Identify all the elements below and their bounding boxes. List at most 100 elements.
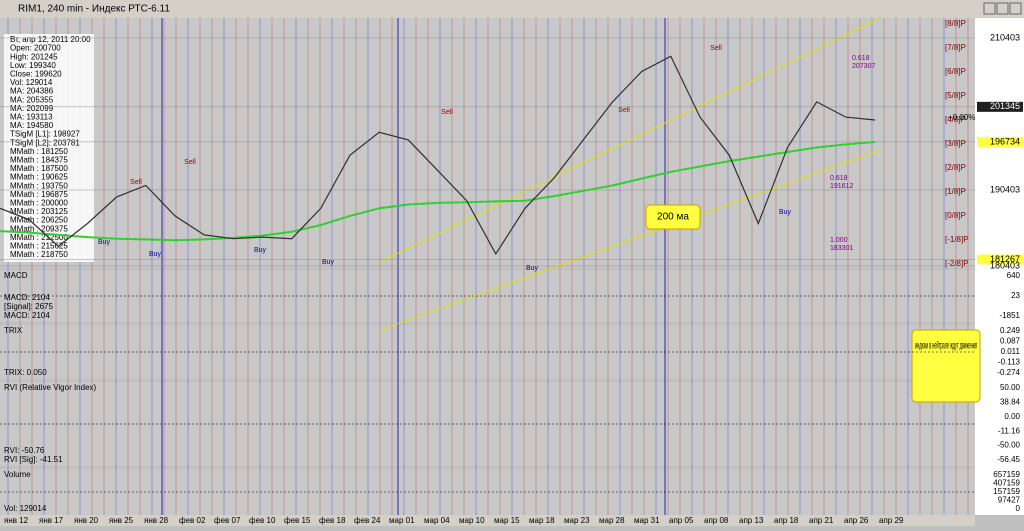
panel-legend: RVI [Sig]: -41.51 — [4, 455, 63, 464]
panel-legend: [Signal]: 2675 — [4, 302, 53, 311]
signal-label: Buy — [779, 209, 792, 216]
y-tick-label: 50.00 — [1000, 383, 1021, 392]
x-tick-label: апр 05 — [669, 516, 694, 525]
panel-legend: Volume — [4, 470, 31, 479]
info-text: MA: 194580 — [10, 121, 54, 130]
x-tick-label: янв 17 — [39, 516, 64, 525]
ma200-line — [0, 140, 876, 242]
y-tick-label: -0.274 — [997, 368, 1020, 377]
x-tick-label: фев 24 — [354, 516, 381, 525]
y-tick-label: -0.113 — [998, 358, 1021, 367]
murray-label: [8/8]P — [945, 19, 966, 28]
signal-label: Buy — [149, 251, 162, 258]
x-tick-label: апр 13 — [739, 516, 764, 525]
minimize[interactable] — [983, 2, 996, 15]
y-tick-label: 0.00 — [1004, 412, 1020, 421]
signal-label: Buy — [254, 247, 267, 254]
info-text: MMath : 190625 — [10, 173, 68, 182]
x-tick-label: янв 20 — [74, 516, 99, 525]
callout — [911, 329, 981, 403]
x-tick-label: мар 18 — [529, 516, 555, 525]
murray-label: [7/8]P — [945, 43, 966, 52]
y-tick-label: 0 — [1016, 504, 1021, 513]
info-text: MMath : 181250 — [10, 147, 68, 156]
y-tick-label: 657159 — [993, 470, 1020, 479]
y-tick-label: 640 — [1007, 271, 1021, 280]
fib-label: 0.618 — [852, 55, 870, 62]
y-tick-label: 180403 — [990, 260, 1020, 270]
murray-label: [0/8]P — [945, 211, 966, 220]
x-tick-label: мар 31 — [634, 516, 660, 525]
info-text: MMath : 218750 — [10, 250, 68, 259]
info-text: Low: 199340 — [10, 61, 56, 70]
title-bar — [0, 0, 1024, 18]
x-tick-label: мар 10 — [459, 516, 485, 525]
fib-label: 1.000 — [830, 237, 848, 244]
murray-label: [6/8]P — [945, 67, 966, 76]
signal-label: Buy — [526, 265, 539, 272]
channel-line — [379, 149, 881, 331]
signal-label: Sell — [184, 159, 196, 166]
axis-bg — [0, 515, 975, 526]
y-tick-label: -56.45 — [997, 455, 1020, 464]
x-tick-label: фев 07 — [214, 516, 241, 525]
panel-legend: TRIX — [4, 326, 23, 335]
y-tick-label: 38.84 — [1000, 398, 1021, 407]
info-text: MA: 202099 — [10, 104, 54, 113]
tick-bg — [977, 136, 1023, 147]
x-tick-label: апр 29 — [879, 516, 904, 525]
window-title: RIM1, 240 min - Индекс РТС-6.11 — [18, 4, 170, 15]
signal-label: Buy — [322, 259, 335, 266]
x-tick-label: фев 02 — [179, 516, 206, 525]
signal-label: Buy — [98, 239, 111, 246]
y-tick-label: 181267 — [990, 254, 1020, 264]
fib-label: 0.618 — [830, 175, 848, 182]
y-tick-label: -1851 — [1000, 311, 1021, 320]
info-text: MA: 204386 — [10, 87, 54, 96]
close[interactable] — [1009, 2, 1022, 15]
y-tick-label: 157159 — [993, 487, 1020, 496]
info-text: Vol: 129014 — [10, 78, 53, 87]
signal-label: Sell — [130, 179, 142, 186]
y-tick-label: 23 — [1011, 291, 1020, 300]
x-tick-label: фев 18 — [319, 516, 346, 525]
y-tick-label: 201345 — [990, 101, 1020, 111]
signal-label: Sell — [441, 109, 453, 116]
info-text: MMath : 200000 — [10, 199, 68, 208]
murray-label: [-2/8]P — [945, 259, 969, 268]
info-text: MA: 193113 — [10, 113, 53, 122]
info-box — [4, 34, 94, 262]
y-tick-label: 0.249 — [1000, 326, 1021, 335]
x-tick-label: янв 25 — [109, 516, 134, 525]
y-tick-label: 407159 — [993, 479, 1020, 488]
info-text: High: 201245 — [10, 52, 58, 61]
y-tick-label: 210403 — [990, 32, 1020, 42]
price-panel — [0, 18, 975, 268]
x-tick-label: апр 08 — [704, 516, 729, 525]
info-text: Open: 200700 — [10, 44, 61, 53]
callout — [645, 204, 701, 230]
y-tick-label: 0.011 — [1001, 347, 1021, 356]
panel-legend: Vol: 129014 — [4, 504, 47, 513]
info-text: MMath : 206250 — [10, 216, 68, 225]
annotation: индюки в нейтрале ждут движения — [915, 341, 977, 352]
x-tick-label: апр 18 — [774, 516, 799, 525]
panel-legend: MACD: 2104 — [4, 311, 50, 320]
info-text: Вт, апр 12, 2011 20:00 — [10, 35, 91, 44]
maximize[interactable] — [996, 2, 1009, 15]
panel-legend: MACD: 2104 — [4, 293, 50, 302]
murray-label: [-1/8]P — [945, 235, 969, 244]
murray-label: [1/8]P — [945, 187, 966, 196]
pct-label: +0.00% — [948, 113, 975, 122]
info-text: MMath : 212500 — [10, 233, 68, 242]
info-text: MA: 205355 — [10, 95, 54, 104]
tick-bg — [977, 254, 1023, 265]
x-tick-label: мар 23 — [564, 516, 590, 525]
info-text: MMath : 187500 — [10, 164, 68, 173]
murray-label: [2/8]P — [945, 163, 966, 172]
x-tick-label: мар 01 — [389, 516, 415, 525]
x-tick-label: янв 12 — [4, 516, 29, 525]
y-tick-label: 196734 — [990, 136, 1020, 146]
signal-label: Sell — [710, 45, 722, 52]
